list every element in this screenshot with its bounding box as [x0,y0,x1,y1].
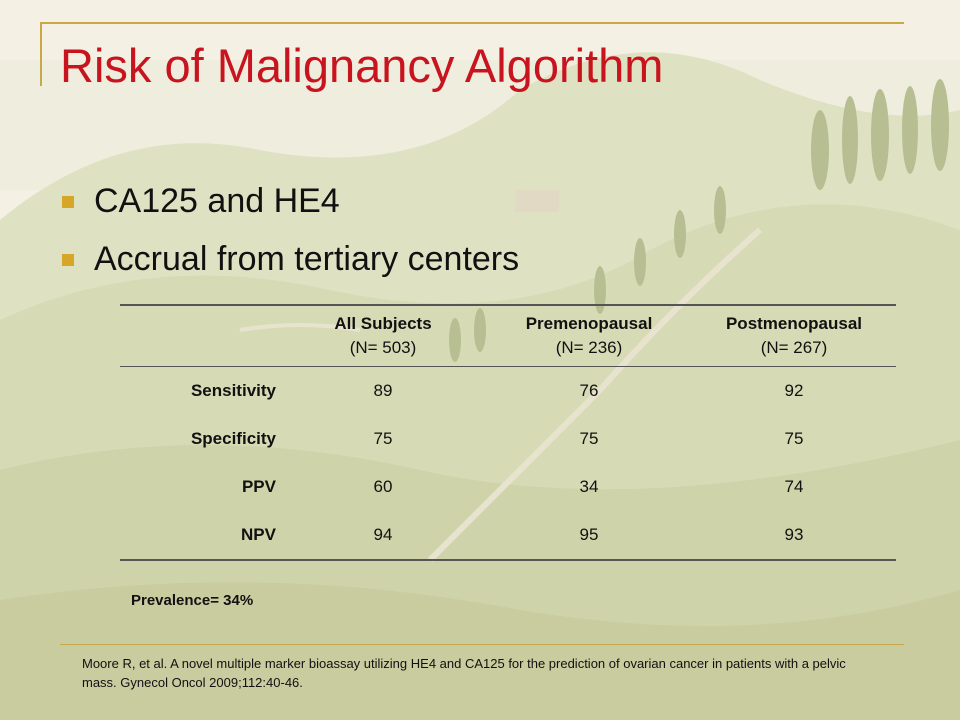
table-row: PPV 60 34 74 [120,463,896,511]
table-cell-highlighted: 76 [579,381,599,400]
table-cell: 92 [784,381,804,400]
row-label: Specificity [190,429,276,448]
bullet-text: Accrual from tertiary centers [94,240,520,278]
square-bullet-icon [62,196,74,208]
column-header-all-subjects: All Subjects (N= 503) [280,304,486,367]
bullet-item: Accrual from tertiary centers [62,236,519,294]
results-table: All Subjects (N= 503) Premenopausal (N= … [120,304,896,561]
header-empty-cell [120,304,280,367]
row-label: NPV [120,511,280,561]
table-cell: 75 [579,429,599,448]
bottom-rule [60,644,904,645]
slide-title: Risk of Malignancy Algorithm [60,39,664,92]
table-cell: 89 [373,381,393,400]
table-cell: 75 [373,429,393,448]
row-label: Sensitivity [190,381,276,400]
table-header-row: All Subjects (N= 503) Premenopausal (N= … [120,304,896,367]
table-cell: 75 [784,429,804,448]
column-subheading: (N= 267) [760,338,828,357]
bullet-text: CA125 and HE4 [94,182,340,220]
bullet-item: CA125 and HE4 [62,178,519,236]
table-cell: 60 [373,477,393,496]
square-bullet-icon [62,254,74,266]
column-heading: Postmenopausal [725,314,863,333]
table-cell: 34 [579,477,599,496]
prevalence-note: Prevalence= 34% [131,592,254,609]
column-subheading: (N= 236) [555,338,623,357]
column-heading: All Subjects [334,314,432,333]
citation-text: Moore R, et al. A novel multiple marker … [82,656,846,690]
column-header-postmenopausal: Postmenopausal (N= 267) [692,304,896,367]
bullet-list: CA125 and HE4 Accrual from tertiary cent… [62,178,519,294]
table-cell: 94 [280,511,486,561]
table-cell: 95 [486,511,692,561]
table-row: Specificity 75 75 75 [120,415,896,463]
table-row: NPV 94 95 93 [120,511,896,561]
table-row: Sensitivity 89 76 92 [120,367,896,416]
left-rule [40,22,42,86]
table-cell: 93 [692,511,896,561]
column-subheading: (N= 503) [349,338,417,357]
column-heading: Premenopausal [525,314,653,333]
top-rule [40,22,904,24]
table-cell: 74 [784,477,804,496]
column-header-premenopausal: Premenopausal (N= 236) [486,304,692,367]
row-label: PPV [241,477,276,496]
